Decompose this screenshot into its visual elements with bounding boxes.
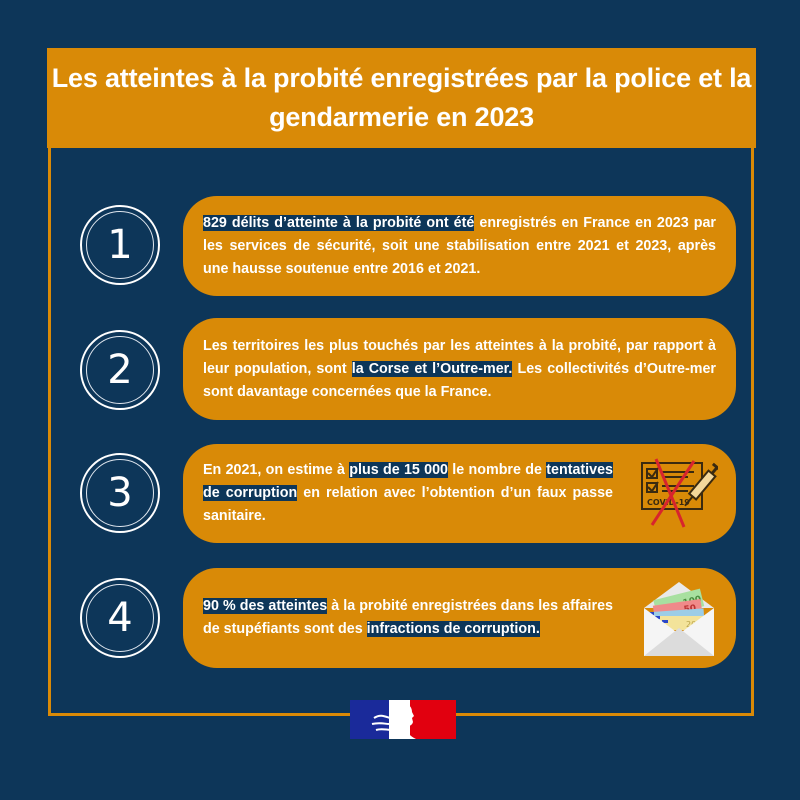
text-segment: enregistrés en France en 2023 par les se… — [203, 214, 716, 277]
page-title: Les atteintes à la probité enregistrées … — [51, 63, 752, 132]
fact-card-1: 829 délits d’atteinte à la probité ont é… — [183, 196, 736, 296]
text-segment: Les collectivités d’Outre-mer sont davan… — [203, 360, 716, 400]
highlight: infractions de corruption. — [366, 621, 540, 637]
number-badge-4: 4 — [80, 578, 160, 658]
fact-card-3: En 2021, on estime à plus de 15 000 le n… — [183, 444, 736, 543]
fact-card-4: 90 % des atteintes à la probité enregist… — [183, 568, 736, 668]
svg-text:20: 20 — [686, 620, 696, 629]
highlight: 90 % des atteintes — [203, 598, 328, 614]
text-segment: le nombre de — [448, 462, 547, 478]
highlight: 829 délits d’atteinte à la probité ont é… — [203, 214, 475, 231]
fact-text-4: 90 % des atteintes à la probité enregist… — [203, 595, 613, 641]
number-label: 3 — [107, 470, 133, 516]
text-segment: en relation avec l’obtention d’un faux p… — [203, 485, 613, 524]
highlight: plus de 15 000 — [349, 462, 448, 478]
highlight: la Corse et l’Outre-mer. — [351, 360, 513, 377]
fact-text-1: 829 délits d’atteinte à la probité ont é… — [203, 212, 716, 281]
number-label: 4 — [107, 595, 133, 641]
svg-text:COVID-19: COVID-19 — [647, 498, 690, 507]
marianne-logo — [350, 700, 456, 739]
number-label: 1 — [107, 222, 133, 268]
text-segment: à la probité enregistrées dans les affai… — [203, 598, 613, 637]
fact-card-2: Les territoires les plus touchés par les… — [183, 318, 736, 420]
number-badge-2: 2 — [80, 330, 160, 410]
fact-text-2: Les territoires les plus touchés par les… — [203, 335, 716, 404]
covid-pass-crossed-icon: COVID-19 — [638, 457, 723, 534]
text-segment: En 2021, on estime à — [203, 462, 350, 478]
number-badge-3: 3 — [80, 453, 160, 533]
number-label: 2 — [107, 347, 133, 393]
envelope-money-icon: 100 50 20 — [640, 580, 718, 663]
number-badge-1: 1 — [80, 205, 160, 285]
text-segment: Les territoires les plus touchés par les… — [203, 337, 716, 377]
fact-text-3: En 2021, on estime à plus de 15 000 le n… — [203, 459, 613, 528]
title-banner: Les atteintes à la probité enregistrées … — [47, 48, 756, 148]
